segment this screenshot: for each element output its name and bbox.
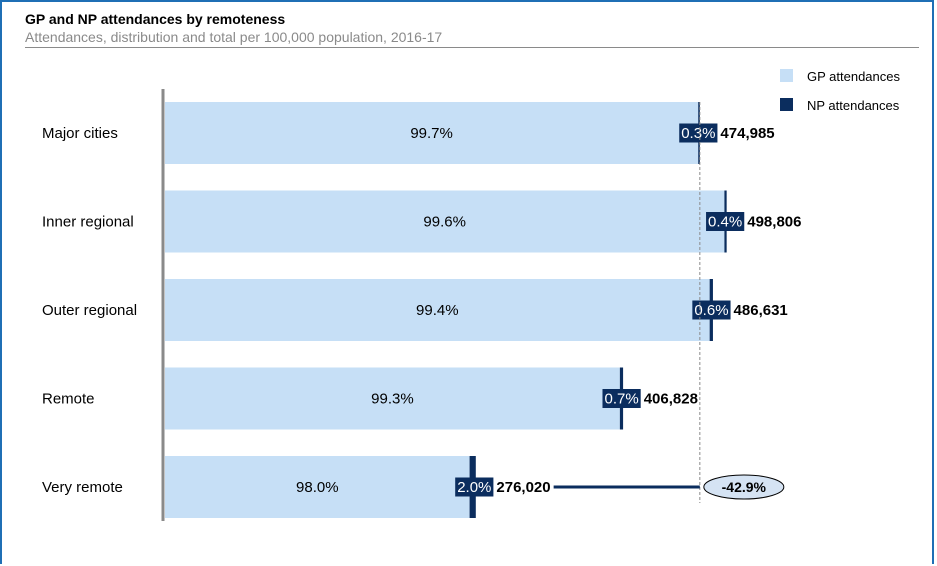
legend-swatch-gp bbox=[780, 69, 793, 82]
np-share-label-box bbox=[679, 123, 718, 143]
legend-swatch-np bbox=[780, 98, 793, 111]
total-label: 276,020 bbox=[496, 479, 550, 496]
bar-gp bbox=[165, 102, 699, 164]
category-label: Major cities bbox=[42, 125, 118, 142]
bar-gp bbox=[165, 190, 725, 253]
gp-share-label: 99.7% bbox=[410, 125, 453, 142]
total-label: 498,806 bbox=[747, 214, 801, 231]
difference-badge bbox=[703, 474, 785, 500]
np-share-label: 0.4% bbox=[708, 214, 742, 231]
category-label: Inner regional bbox=[42, 214, 134, 231]
chart-title: GP and NP attendances by remoteness bbox=[25, 11, 286, 27]
legend: GP attendances NP attendances bbox=[780, 69, 900, 113]
np-share-label-box bbox=[455, 477, 494, 497]
legend-label-np: NP attendances bbox=[807, 98, 900, 113]
bar-gp bbox=[165, 456, 470, 518]
gp-share-label: 98.0% bbox=[296, 479, 339, 496]
total-label: 474,985 bbox=[720, 125, 774, 142]
total-label: 486,631 bbox=[734, 302, 788, 319]
total-label: 406,828 bbox=[644, 391, 698, 408]
bar-gp bbox=[165, 279, 710, 341]
title-rule bbox=[25, 47, 919, 48]
difference-label: -42.9% bbox=[722, 479, 767, 495]
np-share-label-box bbox=[706, 212, 745, 231]
legend-label-gp: GP attendances bbox=[807, 69, 900, 84]
np-share-label: 0.7% bbox=[604, 391, 638, 408]
np-share-label-box bbox=[602, 389, 641, 408]
chart-subtitle: Attendances, distribution and total per … bbox=[25, 29, 443, 45]
gp-share-label: 99.6% bbox=[423, 214, 466, 231]
gp-share-label: 99.3% bbox=[371, 391, 414, 408]
category-label: Outer regional bbox=[42, 302, 137, 319]
bar-gp bbox=[165, 367, 620, 430]
gp-share-label: 99.4% bbox=[416, 302, 459, 319]
np-share-label-box bbox=[692, 300, 731, 320]
category-label: Very remote bbox=[42, 479, 123, 496]
np-share-label: 2.0% bbox=[457, 479, 491, 496]
np-share-label: 0.3% bbox=[681, 125, 715, 142]
np-share-label: 0.6% bbox=[694, 302, 728, 319]
category-label: Remote bbox=[42, 391, 95, 408]
